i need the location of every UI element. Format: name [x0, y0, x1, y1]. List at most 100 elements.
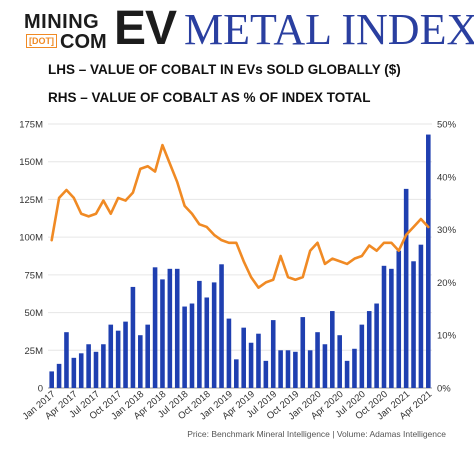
bar [322, 344, 328, 388]
mining-com-logo: MINING [DOT] COM [24, 12, 110, 54]
bar [211, 282, 217, 388]
bar [108, 324, 114, 388]
line-point [191, 212, 193, 215]
line-point [316, 242, 319, 244]
line-point [169, 162, 171, 165]
line-point [87, 215, 90, 218]
bar [396, 250, 402, 388]
bar [330, 311, 335, 388]
line-point [250, 276, 252, 278]
line-point [375, 249, 378, 252]
line-point [139, 168, 142, 170]
line-point [198, 223, 201, 226]
bar [293, 351, 298, 388]
logo-dot-text: [DOT] [26, 34, 57, 48]
bar [64, 332, 69, 388]
line-point [361, 255, 363, 257]
line-point [265, 281, 267, 284]
line-point [73, 197, 75, 199]
bar [174, 268, 180, 388]
line-point [102, 199, 105, 202]
bar [248, 342, 254, 388]
line-point [124, 199, 127, 202]
title-ev: EV [114, 2, 177, 55]
y-tick-label: 125M [19, 195, 43, 206]
line-point [324, 263, 326, 265]
line-point [183, 205, 186, 207]
line-point [272, 278, 275, 281]
line-point [420, 218, 422, 220]
bar [285, 350, 291, 388]
bar [241, 327, 246, 388]
bar [167, 268, 173, 388]
line-point [301, 276, 304, 278]
bar [152, 267, 158, 388]
line-point [397, 249, 400, 252]
bar [366, 311, 372, 388]
y2-tick-label: 20% [437, 278, 457, 289]
line-point [368, 244, 371, 247]
bar [307, 350, 313, 388]
title-metal-index: METAL INDEX [184, 5, 474, 54]
line-point [132, 191, 134, 194]
line-point [58, 197, 60, 199]
chart-header: MINING [DOT] COM EV METAL INDEX LHS – VA… [0, 0, 474, 118]
bar-series [49, 134, 431, 388]
bar [49, 371, 54, 388]
y-tick-label: 0 [38, 384, 43, 395]
line-point [146, 165, 149, 168]
y-tick-label: 150M [19, 157, 43, 168]
y2-tick-label: 30% [437, 225, 457, 236]
line-point [205, 226, 208, 228]
line-point [65, 189, 68, 191]
y2-tick-label: 0% [437, 384, 451, 395]
bar [123, 321, 128, 388]
line-point [405, 234, 407, 236]
bar [300, 317, 306, 388]
line-path [50, 143, 430, 289]
line-point [390, 242, 393, 244]
subtitle-lhs: LHS – VALUE OF COBALT IN EVs SOLD GLOBAL… [48, 62, 401, 77]
line-point [279, 255, 282, 257]
bar [197, 280, 202, 388]
line-point [383, 242, 385, 244]
bar [270, 320, 276, 388]
bar [204, 297, 210, 388]
bar [115, 330, 121, 388]
bar [234, 359, 239, 388]
bar [418, 244, 424, 388]
bar [344, 360, 350, 388]
line-point [95, 212, 97, 215]
logo-com-text: COM [60, 31, 107, 53]
bar [374, 303, 379, 388]
y-tick-label: 75M [25, 270, 44, 281]
bar [138, 335, 143, 388]
y2-tick-label: 50% [437, 120, 457, 131]
bar [389, 268, 394, 388]
line-series [50, 143, 430, 289]
line-point [294, 278, 297, 281]
logo-mining-text: MINING [24, 11, 100, 33]
bar [56, 363, 62, 388]
right-axis: 0% 10% 20% 30% 40% 50% [437, 120, 457, 395]
line-point [331, 257, 334, 260]
line-point [109, 212, 112, 215]
subtitle-rhs: RHS – VALUE OF COBALT AS % OF INDEX TOTA… [48, 90, 371, 105]
bar [182, 306, 187, 388]
line-point [427, 226, 430, 228]
bar [78, 353, 84, 388]
line-point [50, 239, 53, 241]
bar [256, 333, 261, 388]
bar [263, 360, 269, 388]
line-point [338, 260, 341, 263]
line-point [346, 263, 348, 265]
line-point [213, 234, 215, 236]
line-point [353, 257, 356, 260]
line-point [161, 144, 164, 146]
bar [145, 324, 150, 388]
line-point [228, 242, 230, 244]
line-point [220, 239, 223, 241]
bar [352, 348, 357, 388]
